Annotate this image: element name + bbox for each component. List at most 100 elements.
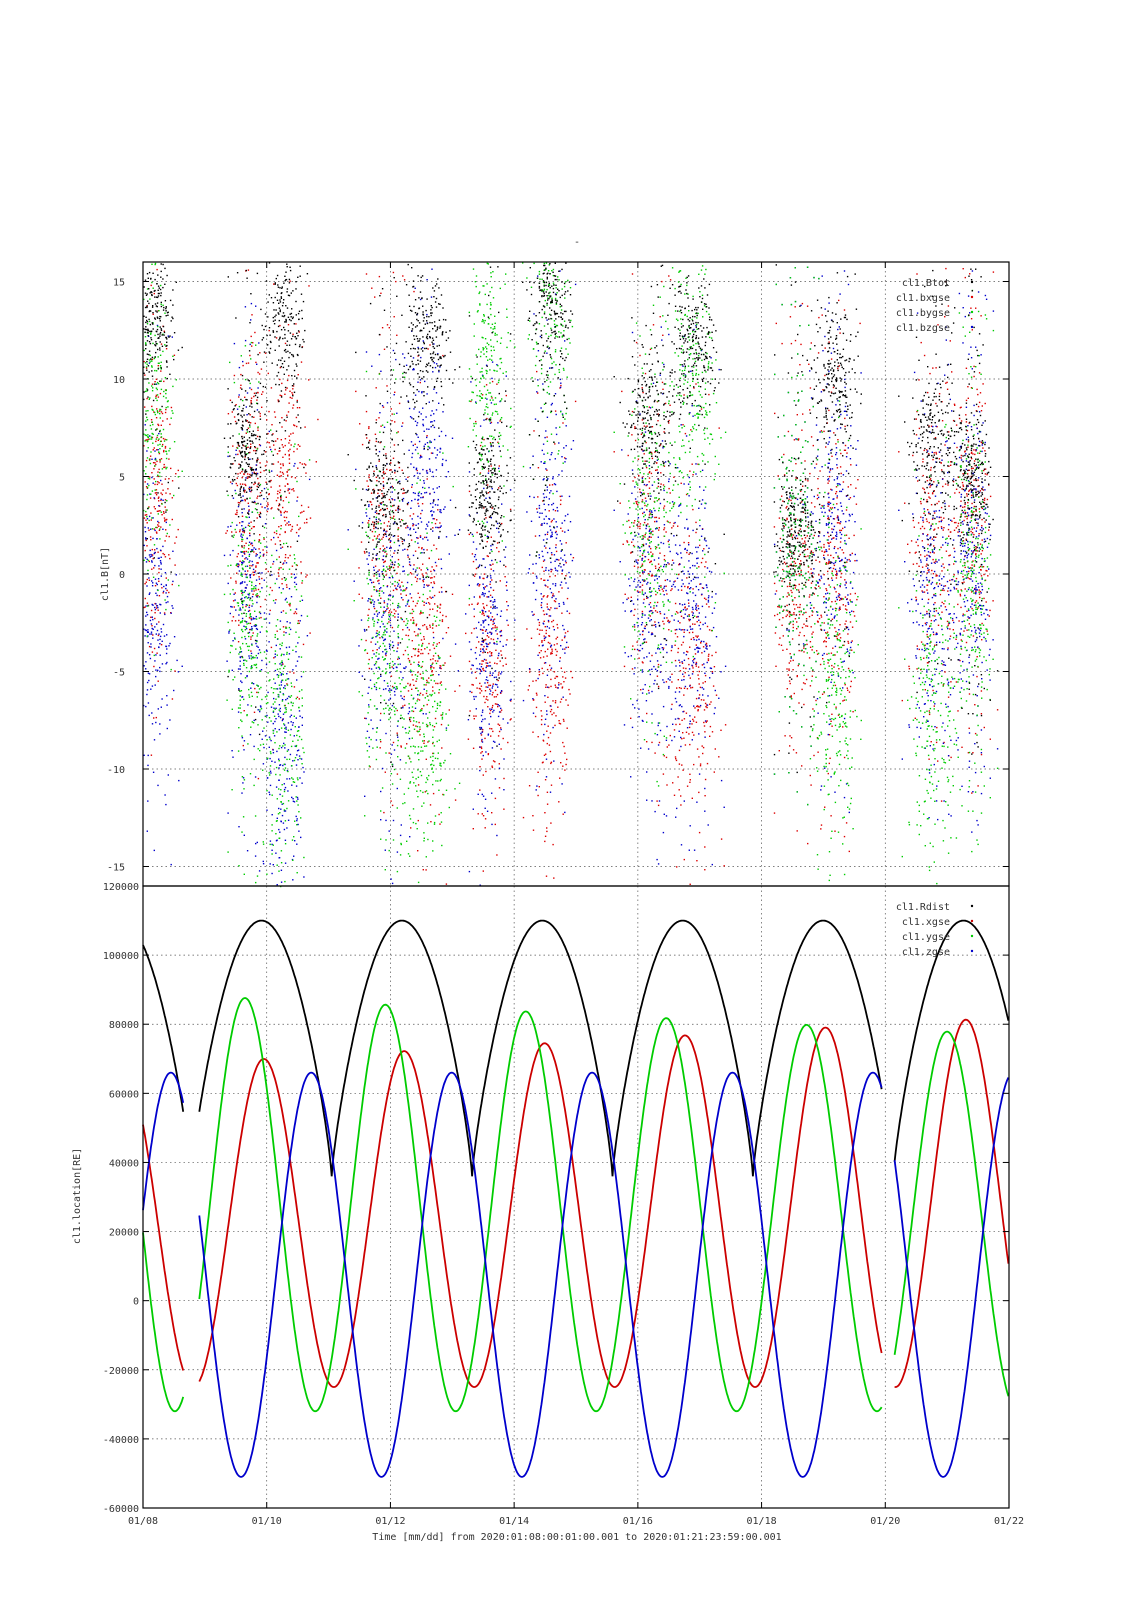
field-point: [251, 565, 253, 567]
field-point: [411, 452, 414, 455]
field-point: [545, 567, 547, 569]
field-point: [697, 706, 699, 708]
field-point: [153, 447, 155, 449]
field-point: [389, 547, 391, 549]
field-point: [806, 643, 808, 646]
field-point: [645, 641, 648, 643]
field-point: [698, 683, 700, 685]
field-point: [147, 642, 149, 644]
field-point: [502, 665, 504, 667]
field-point: [509, 489, 512, 491]
field-point: [368, 505, 370, 508]
field-point: [837, 547, 839, 550]
field-point: [254, 422, 256, 425]
field-point: [487, 472, 490, 474]
field-point: [848, 850, 850, 853]
field-point: [247, 610, 250, 612]
field-point: [649, 602, 652, 604]
field-point: [145, 629, 148, 632]
field-point: [802, 413, 804, 415]
field-point: [256, 363, 258, 365]
field-point: [556, 558, 559, 561]
field-point: [470, 400, 472, 403]
field-point: [491, 377, 493, 380]
field-point: [794, 306, 796, 308]
field-point: [245, 576, 247, 578]
field-point: [547, 608, 549, 610]
field-point: [483, 577, 485, 580]
field-point: [824, 374, 826, 377]
field-point: [423, 586, 425, 588]
field-point: [569, 521, 572, 523]
field-point: [981, 550, 984, 552]
field-point: [284, 342, 287, 345]
field-point: [474, 554, 477, 556]
field-point: [300, 675, 303, 678]
field-point: [996, 709, 999, 711]
field-point: [926, 662, 929, 664]
field-point: [507, 605, 509, 607]
field-point: [805, 625, 807, 627]
field-point: [405, 634, 407, 636]
field-point: [161, 698, 163, 700]
field-point: [437, 660, 439, 662]
field-point: [920, 502, 922, 505]
field-point: [437, 682, 439, 685]
field-point: [303, 771, 305, 773]
field-point: [248, 596, 250, 599]
field-point: [246, 565, 249, 567]
field-point: [918, 427, 921, 430]
field-point: [149, 455, 152, 457]
field-point: [412, 724, 415, 726]
field-point: [690, 429, 692, 431]
field-point: [692, 667, 694, 669]
field-point: [786, 648, 788, 650]
field-point: [486, 398, 488, 400]
field-point: [151, 476, 153, 479]
field-point: [634, 648, 636, 651]
field-point: [707, 659, 710, 662]
field-point: [659, 612, 662, 615]
field-point: [543, 595, 545, 597]
field-point: [836, 522, 839, 524]
field-point: [147, 527, 149, 529]
field-point: [542, 479, 544, 481]
field-point: [144, 406, 146, 408]
field-point: [647, 493, 649, 495]
field-point: [160, 499, 162, 502]
field-point: [253, 392, 256, 394]
field-point: [564, 648, 566, 650]
field-point: [829, 507, 832, 509]
field-point: [169, 642, 171, 645]
field-point: [928, 425, 930, 427]
field-point: [249, 422, 252, 424]
field-point: [432, 452, 434, 454]
field-point: [837, 367, 839, 370]
field-point: [543, 545, 546, 547]
field-point: [638, 649, 640, 652]
field-point: [232, 600, 235, 602]
field-point: [690, 687, 692, 689]
field-point: [795, 518, 797, 520]
field-point: [819, 663, 822, 666]
field-point: [281, 426, 283, 428]
field-point: [713, 771, 715, 773]
field-point: [496, 613, 498, 616]
field-point: [416, 424, 418, 427]
field-point: [164, 466, 166, 468]
field-point: [844, 608, 847, 610]
field-point: [839, 529, 841, 532]
field-point: [143, 704, 145, 707]
field-point: [301, 782, 303, 784]
field-point: [382, 565, 385, 567]
field-point: [250, 549, 253, 551]
field-point: [796, 675, 798, 678]
field-point: [979, 590, 982, 593]
field-point: [919, 527, 922, 530]
field-point: [908, 668, 911, 670]
field-point: [559, 495, 561, 498]
field-point: [405, 527, 407, 529]
field-point: [471, 553, 474, 555]
field-point: [543, 620, 545, 622]
field-point: [246, 850, 249, 852]
